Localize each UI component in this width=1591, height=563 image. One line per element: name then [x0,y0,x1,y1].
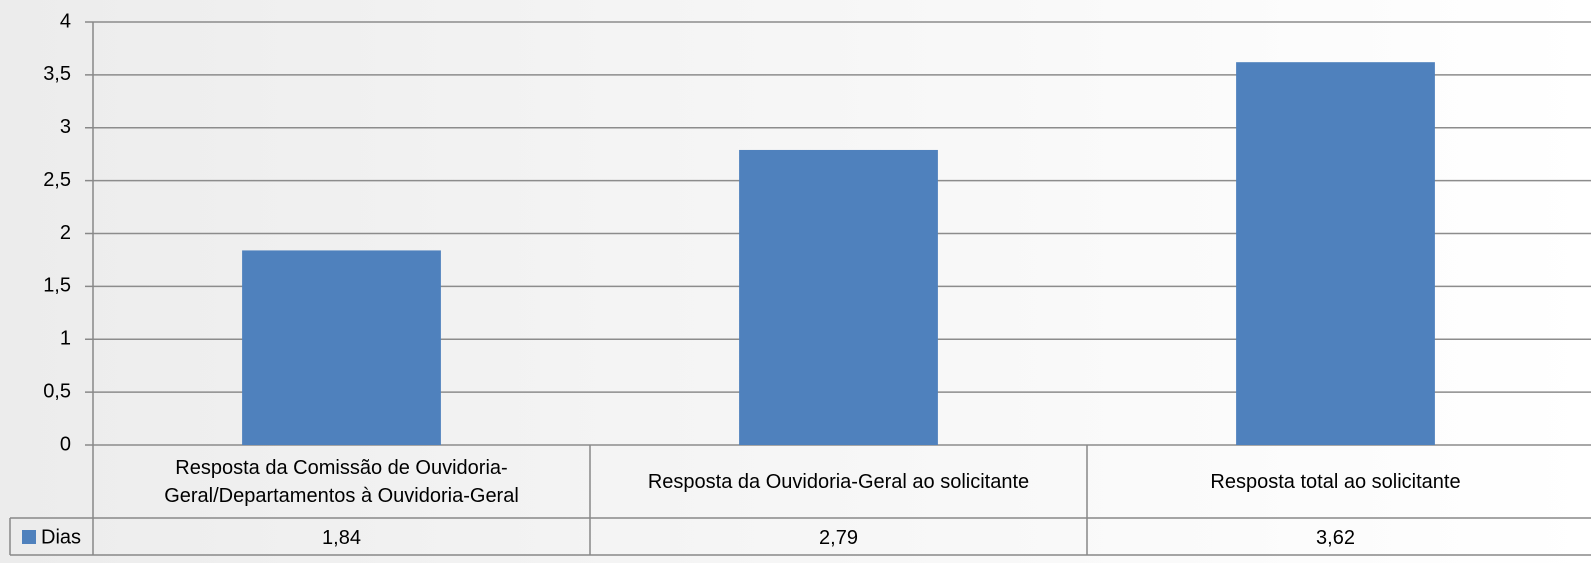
x-tick-label: Resposta da Comissão de Ouvidoria-Geral/… [164,456,519,507]
legend-swatch [22,530,36,544]
y-tick-label: 0,5 [43,380,71,402]
bar [242,250,441,445]
x-tick-label: Resposta da Ouvidoria-Geral ao solicitan… [647,470,1030,493]
value-cell: 2,79 [819,527,858,549]
y-tick-label: 4 [60,10,71,32]
y-tick-label: 2 [60,222,71,244]
y-tick-label: 3,5 [43,63,71,85]
x-category-cell: Resposta da Comissão de Ouvidoria-Geral/… [164,456,519,507]
bar [1236,62,1435,446]
x-category-cell: Resposta da Ouvidoria-Geral ao solicitan… [647,470,1030,493]
x-tick-label: Resposta total ao solicitante [1210,470,1461,493]
y-tick-label: 0 [60,433,71,455]
x-category-cell: Resposta total ao solicitante [1210,470,1461,493]
legend-label: Dias [41,526,81,548]
value-cell: 1,84 [322,527,361,549]
y-tick-label: 3 [60,116,71,138]
y-tick-label: 2,5 [43,169,71,191]
y-tick-label: 1,5 [43,275,71,297]
y-tick-label: 1 [60,328,71,350]
value-cell: 3,62 [1316,527,1355,549]
bar [739,149,938,445]
